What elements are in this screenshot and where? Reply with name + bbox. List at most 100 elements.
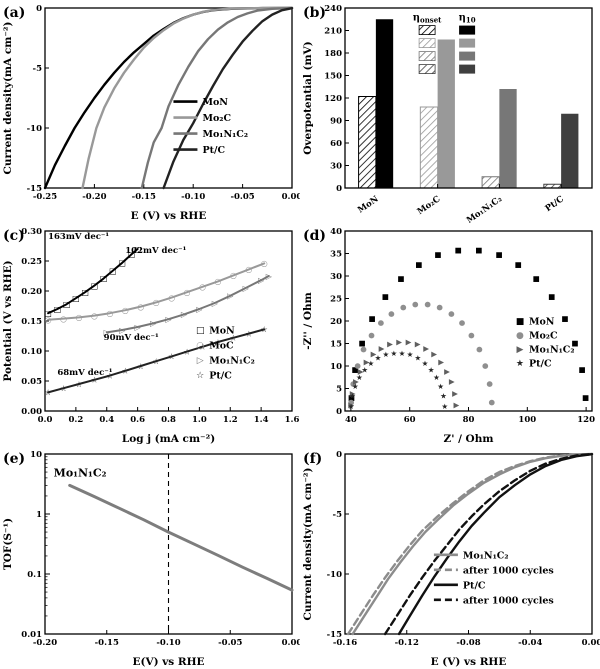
svg-text:▶: ▶	[379, 344, 385, 353]
svg-text:□: □	[44, 309, 52, 318]
legend-label: MoN	[529, 317, 555, 328]
svg-text:●: ●	[468, 330, 475, 339]
svg-text:▷: ▷	[243, 284, 250, 293]
x-tick-label: 1.4	[254, 415, 269, 425]
svg-text:○: ○	[75, 313, 82, 322]
svg-text:▶: ▶	[387, 339, 393, 348]
svg-text:▶: ▶	[348, 401, 354, 410]
svg-text:■: ■	[515, 260, 522, 269]
legend-header: η10	[459, 13, 476, 25]
series-Mo₁N₁C₂: ▷ ▷ ▷ ▷ ▷▷▷▷▷▷▷ ▷	[104, 272, 273, 337]
svg-text:■: ■	[397, 274, 404, 283]
svg-text:○: ○	[230, 271, 237, 280]
svg-text:★: ★	[356, 373, 363, 382]
panel-a: -0.25 -0.20 -0.15 -0.10 -0.05 0.00 0 -5 -10 -15 Mo…	[0, 0, 300, 223]
x-tick-label: 0.00	[282, 192, 300, 202]
y-tick-label: 150	[324, 72, 342, 82]
svg-text:●: ●	[378, 318, 385, 327]
series-MoN	[43, 6, 294, 190]
x-tick-label: -0.08	[456, 638, 480, 648]
svg-text:▶: ▶	[516, 345, 523, 355]
annotation: 163mV dec⁻¹	[48, 232, 109, 242]
svg-text:▷: ▷	[135, 323, 142, 332]
svg-text:☆: ☆	[196, 371, 204, 381]
svg-text:■: ■	[369, 314, 376, 323]
svg-text:★: ★	[352, 382, 359, 391]
y-axis-label: TOF(S⁻¹)	[2, 518, 14, 570]
legend-label: Mo₂C	[529, 331, 558, 342]
svg-text:☆: ☆	[199, 343, 206, 352]
y-tick-label: 10	[330, 362, 342, 372]
svg-text:■: ■	[571, 338, 578, 347]
x-tick-label: 0.00	[582, 638, 600, 648]
x-tick-label: 1.0	[192, 415, 207, 425]
x-tick-label: 100	[518, 415, 536, 425]
legend-label: after 1000 cycles	[463, 595, 554, 606]
panel-b: MoN Mo₂C Mo₁N₁C₂ Pt/C 0 30 60 90 120 150 180 210 240…	[300, 0, 600, 223]
y-tick-label: 35	[330, 250, 342, 260]
svg-text:▷: ▷	[197, 356, 204, 366]
series-Pt/C: ☆ ☆ ☆ ☆ ☆ ☆ ☆ ☆ ☆ ☆ ☆ ☆ ☆ ☆ ☆	[45, 325, 268, 397]
series-Mo₁N₁C₂	[68, 483, 294, 592]
svg-text:□: □	[100, 274, 108, 283]
svg-text:■: ■	[582, 393, 589, 402]
svg-text:■: ■	[382, 292, 389, 301]
svg-text:▶: ▶	[353, 377, 359, 386]
x-tick-label: 40	[345, 415, 357, 425]
svg-text:★: ★	[440, 392, 447, 401]
svg-text:○: ○	[137, 302, 144, 311]
y-tick-label: 25	[330, 295, 342, 305]
annotation: 68mV dec⁻¹	[57, 368, 112, 378]
x-tick-label: 120	[577, 415, 595, 425]
svg-text:☆: ☆	[214, 338, 221, 347]
svg-text:▶: ▶	[438, 357, 444, 366]
y-tick-label: 0	[36, 4, 42, 14]
y-tick-label: 0.10	[21, 347, 42, 357]
legend-label: MoN	[209, 326, 235, 337]
legend-label: Pt/C	[529, 359, 552, 370]
svg-text:■: ■	[415, 260, 422, 269]
svg-text:▷: ▷	[119, 326, 126, 335]
svg-text:★: ★	[348, 402, 355, 411]
svg-text:★: ★	[383, 350, 390, 359]
svg-text:★: ★	[428, 365, 435, 374]
bar-eta10-1	[437, 39, 455, 188]
chart-b-overpotential-bars: MoN Mo₂C Mo₁N₁C₂ Pt/C 0 30 60 90 120 150 180 210 240…	[302, 4, 593, 223]
svg-text:●: ●	[354, 361, 361, 370]
x-tick-label: 0.4	[99, 415, 114, 425]
svg-text:□: □	[134, 245, 142, 254]
svg-text:★: ★	[349, 392, 356, 401]
svg-text:★: ★	[415, 354, 422, 363]
y-tick-label: 180	[324, 49, 342, 59]
panel-label: (c)	[3, 228, 25, 244]
legend-label: Pt/C	[202, 145, 225, 156]
legend-label: Pt/C	[463, 580, 486, 591]
series-after 1000 cycles	[383, 452, 594, 636]
legend-label: Mo₁N₁C₂	[202, 129, 248, 140]
svg-text:▶: ▶	[371, 350, 377, 359]
y-tick-label: 0.01	[21, 630, 42, 640]
svg-text:▷: ▷	[227, 292, 234, 301]
panel-label: (a)	[3, 5, 25, 21]
svg-text:●: ●	[400, 302, 407, 311]
svg-text:▶: ▶	[364, 357, 370, 366]
svg-text:●: ●	[424, 299, 431, 308]
svg-text:▶: ▶	[423, 344, 429, 353]
svg-text:●: ●	[476, 345, 483, 354]
y-tick-label: 0.20	[21, 287, 42, 297]
svg-text:○: ○	[45, 316, 52, 325]
svg-text:○: ○	[199, 283, 206, 292]
svg-text:○: ○	[261, 259, 268, 268]
y-tick-label: -15	[327, 630, 342, 640]
svg-text:□: □	[63, 300, 71, 309]
series-MoC: ○ ○ ○ ○ ○ ○ ○ ○ ○ ○ ○ ○ ○ ○ ○	[45, 259, 268, 324]
svg-text:●: ●	[348, 397, 355, 406]
legend-label: after 1000 cycles	[463, 565, 554, 576]
panel-c: 0.0 0.2 0.4 0.6 0.8 1.0 1.2 1.4 1.6 0.00 0.05 0.10 0…	[0, 223, 300, 446]
x-tick-label: 0.00	[282, 638, 300, 648]
svg-text:○: ○	[60, 314, 67, 323]
legend-label: Pt/C	[209, 371, 232, 382]
svg-text:☆: ☆	[168, 352, 175, 361]
